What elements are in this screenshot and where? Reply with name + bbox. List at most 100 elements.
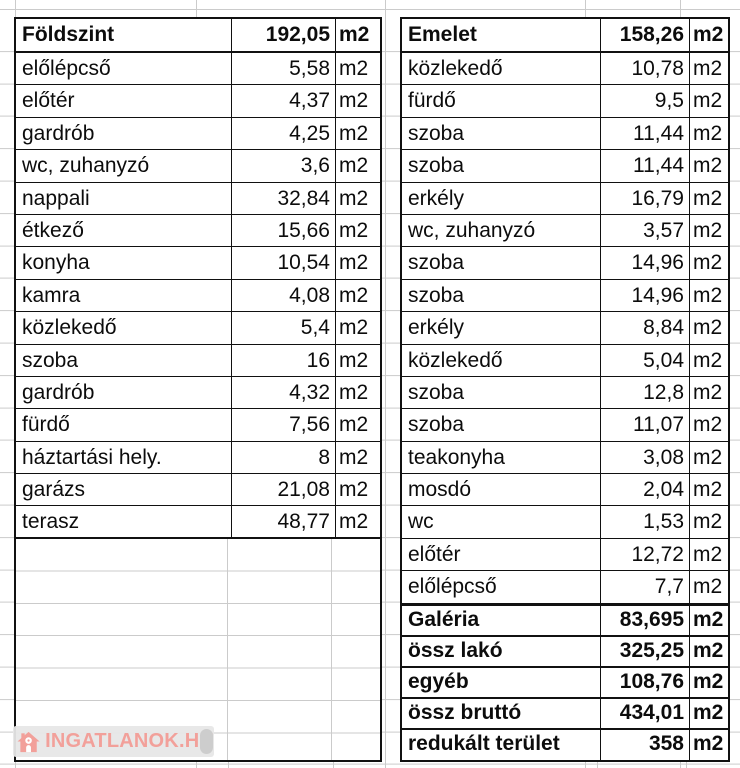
cell-value[interactable]: 48,77 (232, 506, 336, 537)
cell-label[interactable]: közlekedő (402, 53, 601, 85)
cell-value[interactable]: 8 (232, 441, 336, 474)
cell-unit[interactable]: m2 (339, 413, 369, 437)
cell-value[interactable]: 15,66 (232, 214, 336, 247)
cell-unit[interactable]: m2 (693, 575, 723, 599)
cell-value[interactable]: 4,32 (232, 376, 336, 409)
cell-label[interactable]: wc, zuhanyzó (16, 150, 232, 182)
cell-value[interactable]: 3,08 (601, 441, 690, 474)
cell-value[interactable]: 11,07 (601, 409, 690, 441)
header-value-cell[interactable]: 158,26 (601, 19, 690, 51)
cell-label[interactable]: erkély (402, 312, 601, 344)
cell-label[interactable]: garázs (16, 474, 232, 506)
cell-unit[interactable]: m2 (693, 283, 723, 307)
cell-value[interactable]: 2,04 (601, 474, 690, 506)
cell-label[interactable]: előlépcső (16, 53, 232, 85)
cell-label[interactable]: szoba (402, 376, 601, 409)
cell-value[interactable]: 5,58 (232, 53, 336, 85)
cell-label[interactable]: szoba (402, 117, 601, 150)
cell-unit[interactable]: m2 (339, 510, 369, 534)
cell-label[interactable]: össz lakó (402, 636, 601, 667)
cell-value[interactable]: 3,57 (601, 214, 690, 247)
cell-unit[interactable]: m2 (339, 445, 369, 469)
cell-label[interactable]: szoba (402, 279, 601, 312)
cell-unit[interactable]: m2 (693, 154, 723, 178)
cell-label[interactable]: háztartási hely. (16, 441, 232, 474)
cell-value[interactable]: 21,08 (232, 474, 336, 506)
cell-label[interactable]: konyha (16, 247, 232, 279)
cell-value[interactable]: 358 (601, 730, 690, 760)
cell-unit[interactable]: m2 (693, 316, 723, 340)
cell-unit[interactable]: m2 (693, 478, 723, 502)
cell-value[interactable]: 108,76 (601, 668, 690, 698)
cell-unit[interactable]: m2 (339, 154, 369, 178)
cell-value[interactable]: 4,08 (232, 279, 336, 312)
cell-value[interactable]: 16 (232, 344, 336, 376)
cell-unit[interactable]: m2 (339, 380, 369, 404)
cell-label[interactable]: fürdő (402, 85, 601, 117)
cell-value[interactable]: 9,5 (601, 85, 690, 117)
cell-value[interactable]: 3,6 (232, 150, 336, 182)
cell-value[interactable]: 10,78 (601, 53, 690, 85)
cell-value[interactable]: 1,53 (601, 506, 690, 538)
cell-unit[interactable]: m2 (693, 380, 723, 404)
cell-value[interactable]: 434,01 (601, 699, 690, 729)
cell-value[interactable]: 4,37 (232, 85, 336, 117)
cell-unit[interactable]: m2 (693, 701, 724, 725)
cell-label[interactable]: egyéb (402, 668, 601, 698)
cell-label[interactable]: szoba (402, 150, 601, 182)
cell-unit[interactable]: m2 (693, 445, 723, 469)
cell-unit[interactable]: m2 (693, 89, 723, 113)
cell-label[interactable]: közlekedő (402, 344, 601, 376)
cell-value[interactable]: 5,4 (232, 312, 336, 344)
cell-value[interactable]: 12,8 (601, 376, 690, 409)
header-label-cell[interactable]: Emelet (402, 19, 601, 51)
cell-value[interactable]: 10,54 (232, 247, 336, 279)
cell-label[interactable]: össz bruttó (402, 699, 601, 729)
cell-unit[interactable]: m2 (693, 638, 724, 662)
cell-value[interactable]: 7,7 (601, 571, 690, 603)
cell-label[interactable]: előtér (402, 538, 601, 571)
cell-unit[interactable]: m2 (339, 316, 369, 340)
cell-label[interactable]: redukált terület (402, 730, 601, 760)
cell-value[interactable]: 11,44 (601, 150, 690, 182)
cell-value[interactable]: 14,96 (601, 279, 690, 312)
cell-unit[interactable]: m2 (339, 348, 369, 372)
cell-value[interactable]: 16,79 (601, 182, 690, 214)
cell-label[interactable]: közlekedő (16, 312, 232, 344)
cell-unit[interactable]: m2 (693, 413, 723, 437)
cell-unit[interactable]: m2 (339, 478, 369, 502)
cell-unit[interactable]: m2 (339, 57, 369, 80)
cell-value[interactable]: 14,96 (601, 247, 690, 279)
cell-value[interactable]: 83,695 (601, 605, 690, 635)
cell-unit[interactable]: m2 (693, 732, 724, 756)
cell-value[interactable]: 5,04 (601, 344, 690, 376)
cell-label[interactable]: mosdó (402, 474, 601, 506)
header-unit-cell[interactable]: m2 (693, 23, 724, 46)
cell-value[interactable]: 7,56 (232, 409, 336, 441)
cell-value[interactable]: 32,84 (232, 182, 336, 214)
cell-unit[interactable]: m2 (693, 542, 723, 566)
cell-unit[interactable]: m2 (339, 283, 369, 307)
cell-label[interactable]: előtér (16, 85, 232, 117)
cell-label[interactable]: gardrób (16, 117, 232, 150)
cell-unit[interactable]: m2 (339, 251, 369, 275)
cell-label[interactable]: kamra (16, 279, 232, 312)
cell-label[interactable]: nappali (16, 182, 232, 214)
header-value-cell[interactable]: 192,05 (232, 19, 336, 51)
cell-unit[interactable]: m2 (693, 57, 723, 80)
header-unit-cell[interactable]: m2 (339, 23, 370, 46)
cell-label[interactable]: étkező (16, 214, 232, 247)
cell-label[interactable]: szoba (402, 409, 601, 441)
cell-unit[interactable]: m2 (339, 121, 369, 145)
cell-label[interactable]: terasz (16, 506, 232, 537)
header-label-cell[interactable]: Földszint (16, 19, 232, 51)
cell-value[interactable]: 11,44 (601, 117, 690, 150)
cell-value[interactable]: 8,84 (601, 312, 690, 344)
cell-label[interactable]: wc, zuhanyzó (402, 214, 601, 247)
cell-label[interactable]: szoba (16, 344, 232, 376)
cell-label[interactable]: előlépcső (402, 571, 601, 603)
cell-unit[interactable]: m2 (339, 186, 369, 210)
cell-label[interactable]: wc (402, 506, 601, 538)
cell-label[interactable]: gardrób (16, 376, 232, 409)
cell-label[interactable]: erkély (402, 182, 601, 214)
